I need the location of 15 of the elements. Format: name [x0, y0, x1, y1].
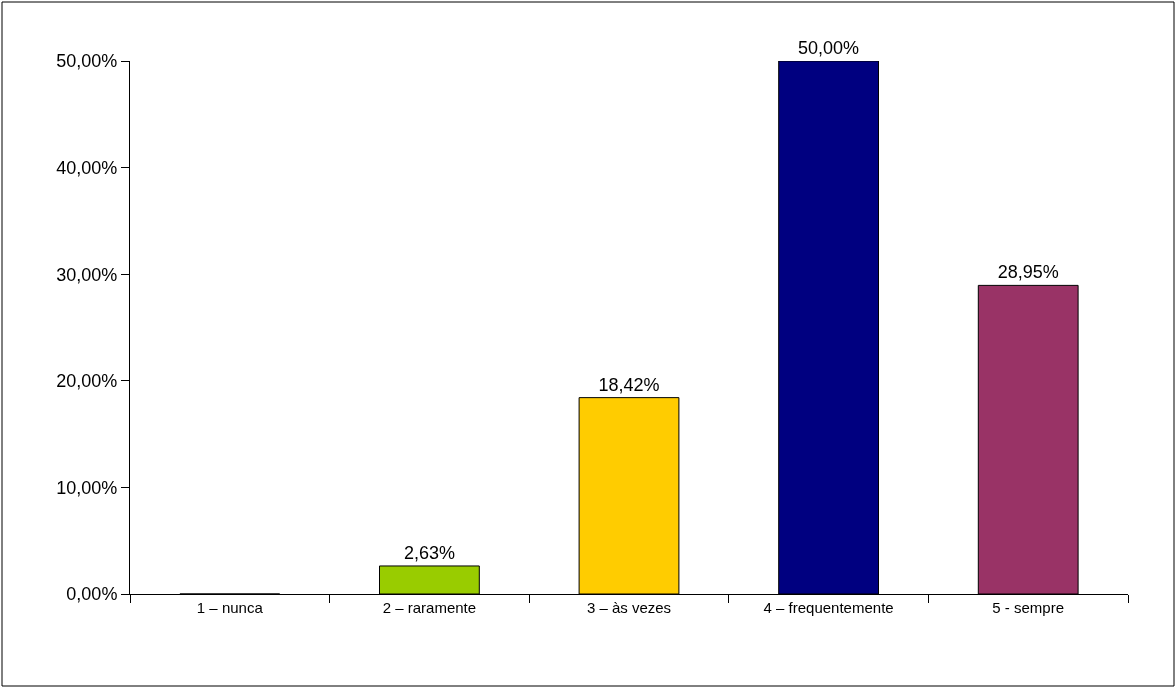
- y-tick-label: 40,00%: [56, 157, 118, 178]
- y-tick-label: 10,00%: [56, 477, 118, 498]
- data-label: 2,63%: [403, 542, 455, 563]
- x-tick-label: 1 – nunca: [196, 599, 264, 616]
- y-tick-label: 20,00%: [56, 371, 118, 392]
- data-label: 18,42%: [598, 374, 660, 395]
- y-tick-label: 0,00%: [66, 584, 118, 605]
- x-tick-label: 4 – frequentemente: [763, 599, 894, 616]
- y-tick-label: 30,00%: [56, 264, 118, 285]
- data-label: 28,95%: [997, 262, 1059, 283]
- data-label: 50,00%: [798, 38, 860, 58]
- y-tick-label: 50,00%: [56, 51, 118, 72]
- x-tick-label: 5 - sempre: [992, 599, 1065, 616]
- x-tick-label: 2 – raramente: [382, 599, 477, 616]
- x-tick-label: 3 – às vezes: [586, 599, 672, 616]
